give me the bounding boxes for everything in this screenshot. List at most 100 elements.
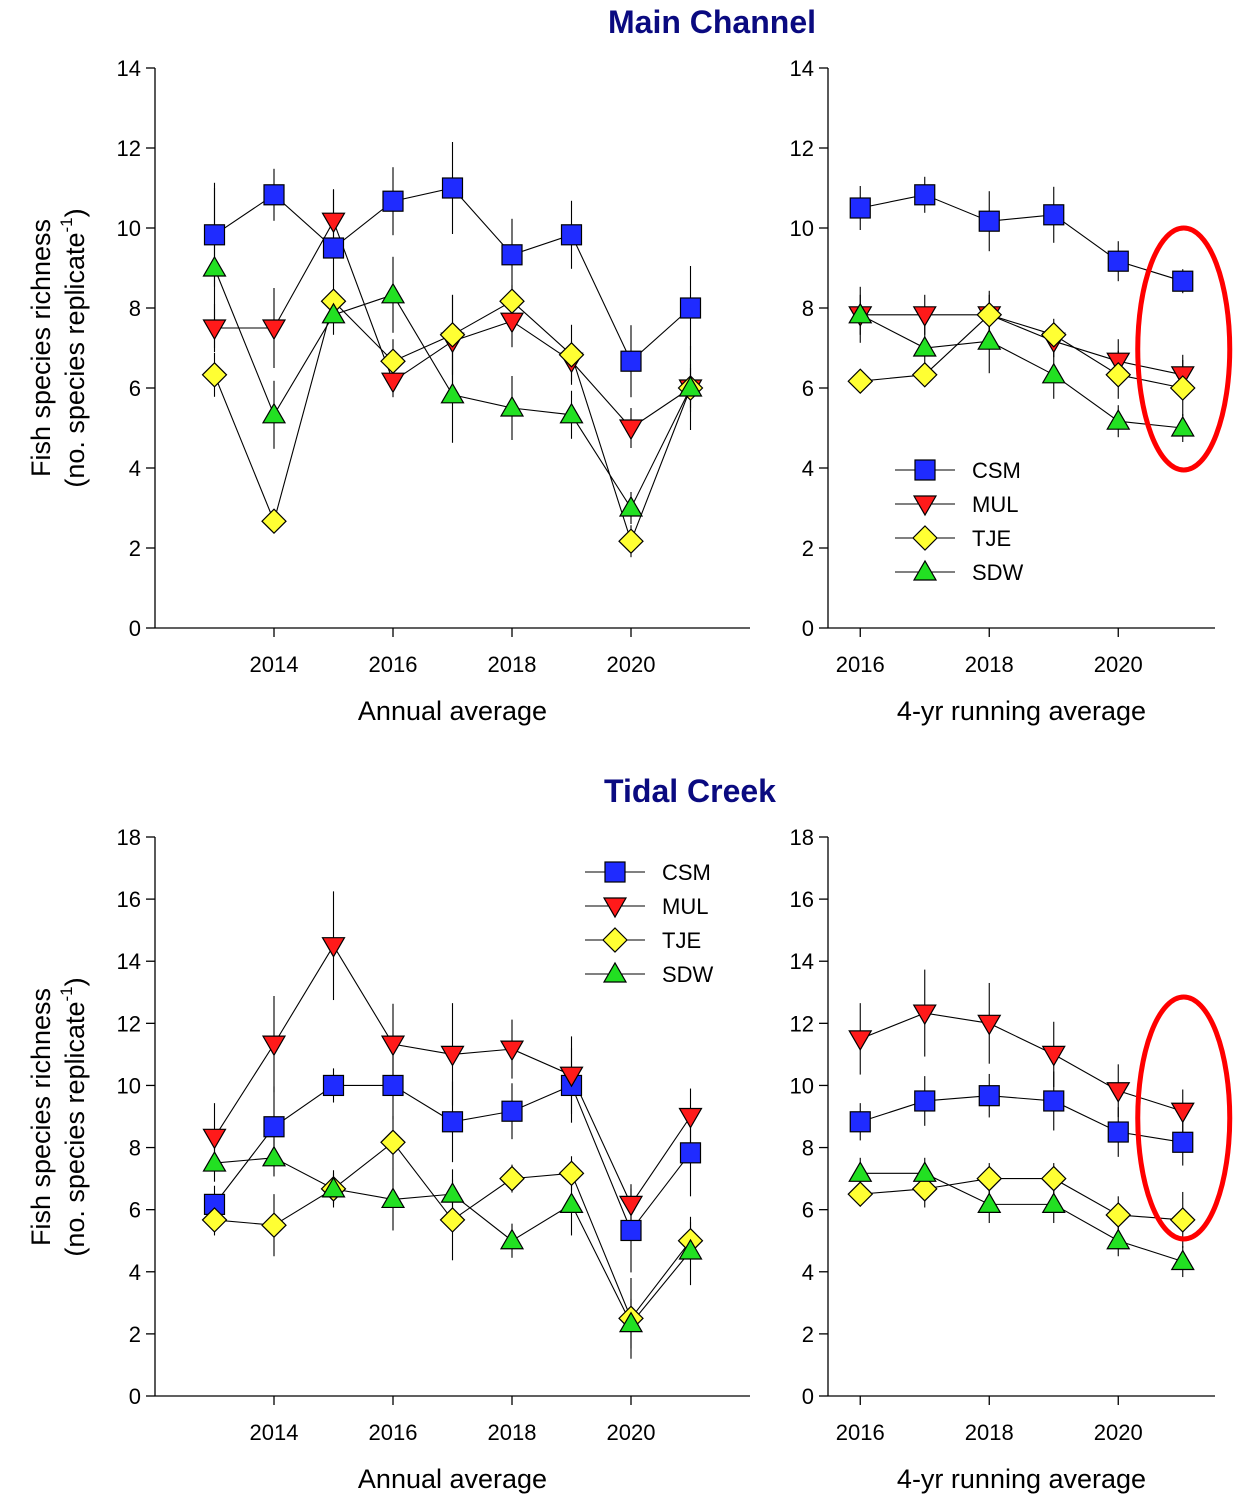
svg-text:(no. species replicate-1): (no. species replicate-1) (57, 977, 90, 1256)
legend-marker-csm (604, 861, 626, 883)
data-point-csm (560, 224, 583, 246)
legend-marker-tje (602, 927, 628, 953)
legend: CSM MUL TJE SDW (585, 860, 714, 987)
data-point-tje (380, 1129, 406, 1156)
legend-marker-mul (602, 897, 628, 919)
data-point-sdw (202, 255, 227, 277)
data-point-csm (322, 237, 345, 259)
data-point-tje (499, 288, 525, 315)
y-tick-label: 4 (802, 1260, 814, 1285)
data-point-sdw (848, 302, 873, 324)
legend-label-tje: TJE (972, 526, 1011, 551)
data-point-csm (1107, 1121, 1129, 1143)
legend-label-csm: CSM (972, 458, 1021, 483)
series-line-sdw (859, 314, 1183, 429)
data-point-csm (679, 1142, 702, 1164)
y-tick-label: 2 (802, 1322, 814, 1347)
data-point-sdw (1170, 415, 1195, 437)
series-line-sdw (860, 1172, 1183, 1263)
data-point-tje (1105, 1202, 1132, 1228)
x-tick-label: 2016 (836, 1420, 885, 1445)
data-point-csm (849, 197, 871, 219)
data-point-mul (1170, 1102, 1195, 1124)
y-tick-label: 14 (790, 949, 814, 974)
svg-text:Fish species richness: Fish species richness (26, 219, 56, 477)
data-point-tje (911, 1176, 938, 1202)
y-tick-label: 8 (802, 296, 814, 321)
chart-main-channel-annual: 0 2 4 6 8 10 12 14 2014 2016 2018 2020 Annual averag… (117, 56, 750, 726)
data-point-tje (1169, 375, 1196, 401)
y-tick-label: 12 (790, 136, 814, 161)
data-point-tje (439, 1207, 466, 1233)
y-tick-label: 10 (117, 216, 141, 241)
chart-tidal-creek-running: 0 2 4 6 8 10 12 14 16 18 2016 2018 2020 4-yr running … (790, 825, 1233, 1494)
y-tick-label: 0 (129, 1384, 141, 1409)
y-tick-label: 16 (117, 887, 141, 912)
y-tick-label: 2 (802, 536, 814, 561)
data-point-csm (978, 1085, 1000, 1107)
series-line-tje (860, 314, 1183, 389)
data-point-sdw (559, 1192, 584, 1213)
data-point-tje (558, 1160, 585, 1187)
data-point-mul (321, 937, 346, 958)
data-point-sdw (499, 395, 525, 417)
y-tick-label: 10 (790, 216, 814, 241)
x-axis-label: Annual average (358, 696, 547, 726)
data-point-csm (382, 1074, 404, 1097)
data-point-mul (321, 212, 346, 234)
data-point-tje (261, 508, 287, 535)
x-tick-label: 2018 (965, 652, 1014, 677)
data-point-sdw (678, 375, 703, 397)
data-point-tje (558, 341, 585, 368)
y-tick-label: 14 (117, 56, 141, 81)
data-point-tje (1040, 321, 1067, 348)
data-point-mul (440, 1045, 465, 1067)
section-title-tidal-creek: Tidal Creek (604, 773, 776, 809)
x-tick-label: 2016 (836, 652, 885, 677)
legend: CSM MUL TJE SDW (895, 458, 1024, 585)
data-point-csm (914, 184, 936, 206)
x-axis-label: 4-yr running average (897, 696, 1146, 726)
data-point-csm (1172, 1131, 1194, 1153)
data-point-csm (849, 1111, 871, 1133)
data-point-csm (501, 244, 523, 266)
y-axis-label-main-channel: Fish species richness (no. species repli… (26, 208, 90, 487)
data-point-sdw (977, 329, 1002, 350)
y-tick-label: 2 (129, 1322, 141, 1347)
data-point-mul (559, 1066, 584, 1088)
data-point-tje (261, 1212, 287, 1239)
x-tick-label: 2020 (1094, 652, 1143, 677)
data-point-tje (1040, 1165, 1067, 1192)
legend-label-sdw: SDW (972, 560, 1024, 585)
data-point-mul (261, 1035, 287, 1057)
legend-marker-mul (912, 495, 938, 517)
data-point-mul (1041, 1045, 1066, 1067)
legend-marker-tje (912, 525, 938, 551)
x-tick-label: 2020 (1094, 1420, 1143, 1445)
data-point-tje (380, 348, 406, 375)
data-point-csm (441, 177, 464, 199)
legend-label-sdw: SDW (662, 962, 714, 987)
data-point-csm (1107, 250, 1129, 272)
x-axis-label: 4-yr running average (897, 1464, 1146, 1494)
x-tick-label: 2014 (250, 652, 299, 677)
y-tick-label: 6 (802, 1198, 814, 1223)
y-tick-label: 4 (129, 1260, 141, 1285)
x-tick-label: 2018 (965, 1420, 1014, 1445)
data-point-mul (977, 1014, 1002, 1036)
series-line-csm (860, 1095, 1183, 1143)
series-line-csm (860, 194, 1183, 282)
data-point-csm (263, 184, 285, 206)
y-tick-label: 12 (117, 1011, 141, 1036)
data-point-mul (618, 419, 644, 441)
x-axis-label: Annual average (358, 1464, 547, 1494)
chart-main-channel-running: 0 2 4 6 8 10 12 14 2016 2018 2020 4-yr running aver… (790, 56, 1233, 726)
data-point-tje (911, 361, 938, 388)
data-point-tje (976, 1165, 1003, 1192)
y-tick-label: 16 (790, 887, 814, 912)
x-tick-label: 2014 (250, 1420, 299, 1445)
data-point-sdw (848, 1161, 873, 1182)
data-point-csm (263, 1116, 285, 1138)
y-tick-label: 12 (790, 1011, 814, 1036)
